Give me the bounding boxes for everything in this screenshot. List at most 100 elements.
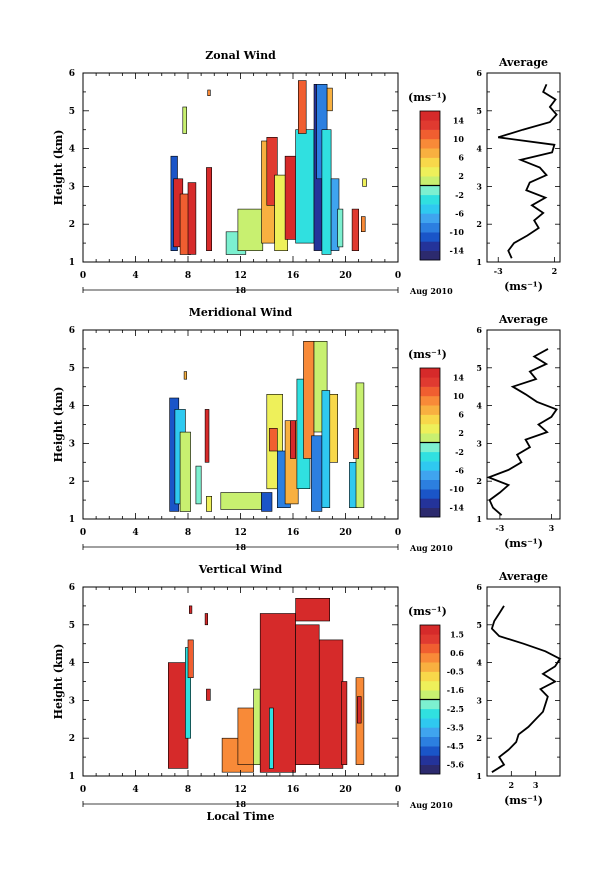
profile-frame xyxy=(486,72,561,263)
profile-line xyxy=(486,348,558,516)
heatmap-patches xyxy=(170,80,367,255)
x-tick-label: 16 xyxy=(287,271,300,281)
profile-x-tick-label: -3 xyxy=(494,266,503,276)
y-tick-label: 1 xyxy=(69,772,75,782)
colorbar-tick-label: -10 xyxy=(450,227,465,237)
profile-title: Average xyxy=(498,56,548,69)
x-axis-label: Local Time xyxy=(207,810,275,823)
colorbar-tick-label: -2 xyxy=(455,447,464,457)
y-tick-label: 4 xyxy=(69,402,75,412)
colorbar-tick-label: 1.5 xyxy=(450,629,464,639)
x-tick-label: 0 xyxy=(80,528,86,538)
profile-y-tick-label: 2 xyxy=(476,733,482,743)
profile-line xyxy=(490,605,562,773)
y-tick-label: 3 xyxy=(69,696,75,706)
profile-y-tick-label: 6 xyxy=(476,68,482,78)
y-tick-label: 1 xyxy=(69,515,75,525)
y-tick-label: 2 xyxy=(69,220,75,230)
colorbar-tick-label: -6 xyxy=(455,208,464,218)
y-tick-label: 2 xyxy=(69,477,75,487)
colorbar-segment xyxy=(420,764,440,775)
colorbar-segment xyxy=(420,377,440,387)
heatmap-cell xyxy=(353,427,359,459)
x-tick-label: 16 xyxy=(287,785,300,795)
colorbar-segment xyxy=(420,423,440,434)
date-suffix: Aug 2010 xyxy=(409,543,453,553)
heatmap-cell xyxy=(356,696,362,724)
panel-title: Meridional Wind xyxy=(189,306,293,319)
profile-title: Average xyxy=(498,570,548,583)
colorbar-unit: (ms⁻¹) xyxy=(408,605,447,618)
x-tick-label: 0 xyxy=(80,785,86,795)
colorbar-segment xyxy=(420,222,440,233)
profile-line xyxy=(497,83,558,259)
colorbar-segment xyxy=(420,699,440,710)
colorbar-segment xyxy=(420,708,440,719)
x-tick-label: 20 xyxy=(339,528,352,538)
profile-x-tick-label: 3 xyxy=(549,523,555,533)
heatmap-cell xyxy=(259,613,296,773)
colorbar-segment xyxy=(420,442,440,453)
colorbar-segment xyxy=(420,250,440,261)
heatmap-patches xyxy=(169,340,365,512)
colorbar-tick-label: 10 xyxy=(453,134,465,144)
colorbar-tick-label: -14 xyxy=(450,246,465,256)
colorbar-segment xyxy=(420,405,440,415)
profile-title: Average xyxy=(498,313,548,326)
x-tick-label: 0 xyxy=(395,271,401,281)
colorbar-segment xyxy=(420,194,440,205)
date-suffix: Aug 2010 xyxy=(409,800,453,810)
x-tick-label: 4 xyxy=(132,528,138,538)
heatmap-cell xyxy=(326,87,333,112)
y-axis-label: Height (km) xyxy=(52,130,65,206)
x-tick-label: 8 xyxy=(185,785,191,795)
colorbar-segment xyxy=(420,395,440,406)
colorbar-segment xyxy=(420,148,440,158)
y-axis-label: Height (km) xyxy=(52,644,65,720)
heatmap-cell xyxy=(266,137,278,206)
heatmap-cell xyxy=(187,639,194,679)
heatmap-cell xyxy=(220,492,262,510)
colorbar-segment xyxy=(420,120,440,130)
colorbar-unit: (ms⁻¹) xyxy=(408,348,447,361)
heatmap-cell xyxy=(183,371,188,380)
heatmap-cell xyxy=(295,129,315,244)
colorbar-segment xyxy=(420,507,440,518)
date-label: 18 xyxy=(235,799,247,809)
heatmap-cell xyxy=(206,688,211,701)
colorbar-tick-label: -2 xyxy=(455,190,464,200)
colorbar-segment xyxy=(420,138,440,149)
profile-y-tick-label: 3 xyxy=(476,438,482,448)
colorbar-segment xyxy=(420,479,440,490)
colorbar-tick-label: -3.5 xyxy=(447,722,464,732)
colorbar-segment xyxy=(420,241,440,251)
colorbar-tick-label: 2 xyxy=(458,171,464,181)
heatmap-cell xyxy=(189,605,193,614)
colorbar-unit: (ms⁻¹) xyxy=(408,91,447,104)
profile-y-tick-label: 2 xyxy=(476,476,482,486)
colorbar-segment xyxy=(420,470,440,480)
x-tick-label: 20 xyxy=(339,271,352,281)
heatmap-cell xyxy=(195,465,202,505)
colorbar-segment xyxy=(420,727,440,737)
heatmap-cell xyxy=(168,662,189,769)
colorbar-tick-label: 2 xyxy=(458,428,464,438)
profile-x-tick-label: 2 xyxy=(552,266,558,276)
colorbar-tick-label: -0.5 xyxy=(447,667,464,677)
colorbar-segment xyxy=(420,111,440,121)
colorbar-segment xyxy=(420,718,440,728)
heatmap-cell xyxy=(204,613,209,626)
profile-y-tick-label: 3 xyxy=(476,695,482,705)
profile-y-tick-label: 4 xyxy=(476,401,482,411)
heatmap-cell xyxy=(337,208,344,248)
heatmap-cell xyxy=(295,624,320,765)
colorbar-tick-label: 14 xyxy=(453,115,465,125)
heatmap-cell xyxy=(362,178,367,187)
heatmap-cell xyxy=(269,707,274,769)
heatmap-cell xyxy=(295,597,331,622)
colorbar-segment xyxy=(420,498,440,508)
profile-y-tick-label: 1 xyxy=(476,771,482,781)
profile-y-tick-label: 1 xyxy=(476,514,482,524)
y-axis-label: Height (km) xyxy=(52,387,65,463)
